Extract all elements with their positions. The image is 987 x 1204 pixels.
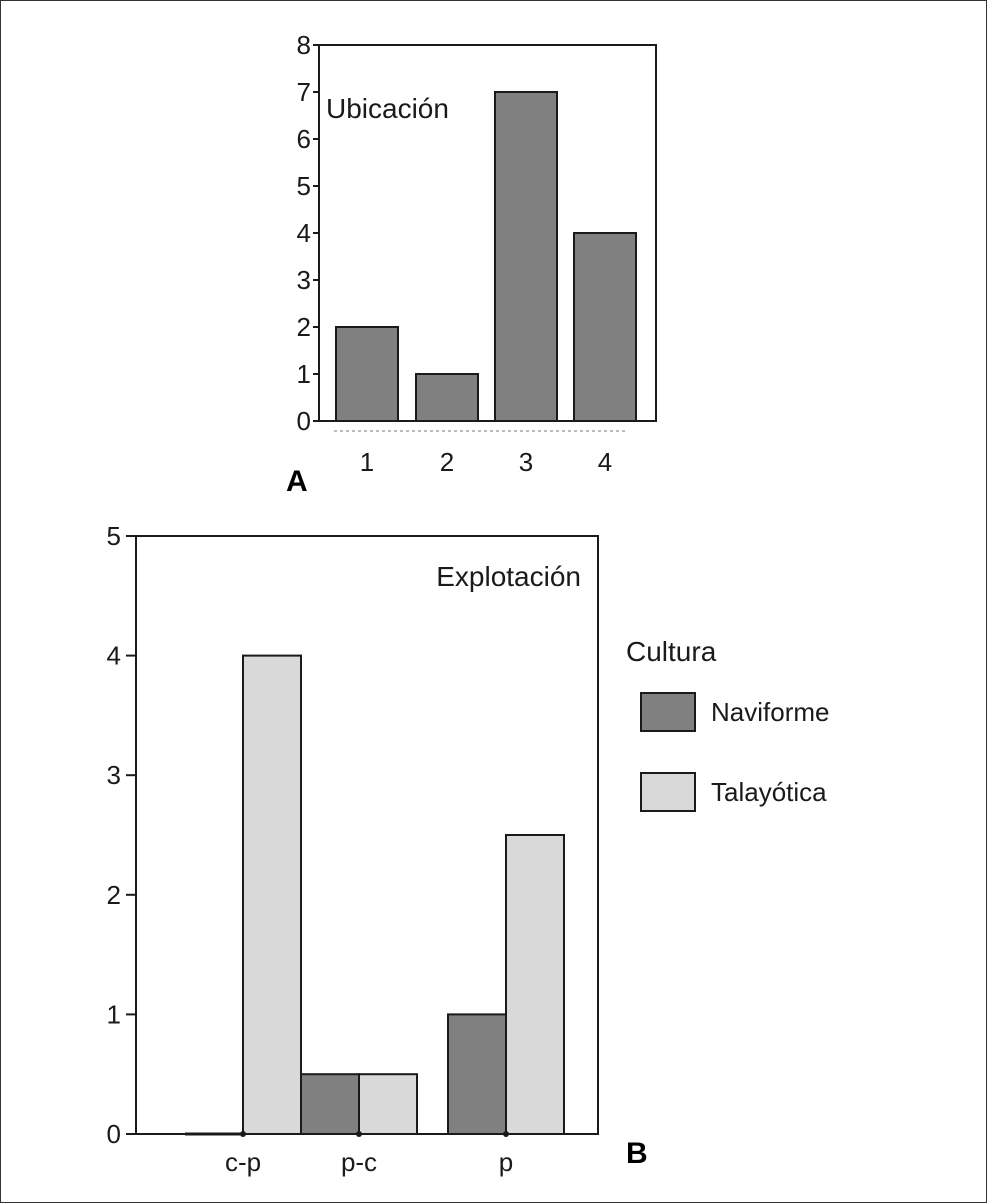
bar-b-talayótica — [505, 834, 565, 1135]
y-tick-label-a: 6 — [297, 124, 311, 154]
legend-label-talayótica: Talayótica — [711, 777, 827, 807]
y-tick-label-b: 3 — [107, 760, 121, 790]
legend-swatch-naviforme — [640, 692, 696, 732]
y-tick-label-b: 0 — [107, 1119, 121, 1149]
legend-label-naviforme: Naviforme — [711, 697, 829, 727]
y-tick-label-a: 2 — [297, 312, 311, 342]
y-tick-label-a: 4 — [297, 218, 311, 248]
y-tick-label-b: 2 — [107, 880, 121, 910]
legend-swatch-talayótica — [640, 772, 696, 812]
x-tick-dot-b — [503, 1131, 509, 1137]
bar-a — [494, 91, 558, 422]
x-tick-label-b: p — [499, 1147, 513, 1177]
y-tick-label-b: 4 — [107, 641, 121, 671]
panel-label-b: B — [626, 1137, 648, 1170]
y-tick-label-a: 3 — [297, 265, 311, 295]
bar-b-naviforme — [447, 1013, 507, 1136]
bar-a — [415, 373, 479, 422]
x-tick-label-b: p-c — [341, 1147, 377, 1177]
y-tick-label-a: 5 — [297, 171, 311, 201]
legend-title: Cultura — [626, 636, 717, 667]
x-tick-label-a: 4 — [598, 447, 612, 477]
bar-b-talayótica — [358, 1073, 418, 1135]
y-tick-label-b: 1 — [107, 999, 121, 1029]
x-tick-label-a: 2 — [440, 447, 454, 477]
y-tick-label-a: 1 — [297, 359, 311, 389]
x-tick-label-a: 1 — [360, 447, 374, 477]
panel-label-a: A — [286, 465, 308, 498]
x-tick-label-a: 3 — [519, 447, 533, 477]
bar-a — [573, 232, 637, 422]
bar-b-talayótica — [242, 654, 302, 1135]
bar-a — [335, 326, 399, 422]
y-tick-label-b: 5 — [107, 521, 121, 551]
x-tick-dot-b — [356, 1131, 362, 1137]
chart-title-b: Explotación — [436, 561, 581, 592]
x-tick-dot-b — [240, 1131, 246, 1137]
x-tick-label-b: c-p — [225, 1147, 261, 1177]
y-tick-label-a: 0 — [297, 406, 311, 436]
y-tick-label-a: 7 — [297, 77, 311, 107]
bar-b-naviforme — [300, 1073, 360, 1135]
chart-title-a: Ubicación — [326, 93, 449, 124]
y-tick-label-a: 8 — [297, 30, 311, 60]
chart-a-ubicacion: 0 1 2 3 4 5 6 7 8 1 2 3 4 Ubicación A — [286, 30, 657, 498]
